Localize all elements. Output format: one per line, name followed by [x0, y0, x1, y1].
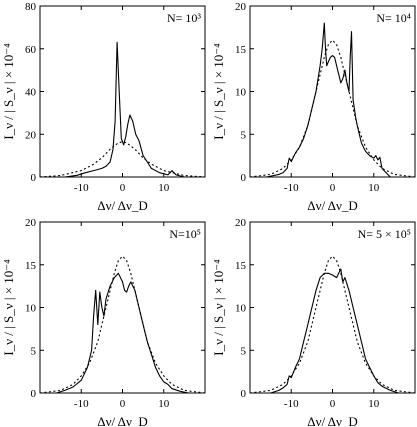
chart-panel-3: -10 0 10 0 5 10 15 20 N=10⁵ Δν/ Δν_D I_ν / | S_ν |…	[1, 217, 206, 427]
x-tick-label: 10	[158, 398, 170, 410]
plot-frame	[39, 5, 206, 178]
x-tick-label: -10	[74, 398, 89, 410]
y-tick-label: 20	[25, 217, 37, 229]
y-tick-label: 20	[25, 129, 37, 141]
y-tick-label: 0	[31, 172, 37, 184]
plot-frame	[249, 5, 416, 178]
x-tick-label: 0	[120, 182, 126, 194]
y-tick-label: 0	[31, 388, 37, 400]
panel-annotation: N=10⁵	[169, 227, 201, 241]
x-tick-label: -10	[74, 182, 89, 194]
plot-frame	[39, 221, 206, 394]
y-tick-label: 10	[235, 87, 247, 99]
y-tick-label: 10	[235, 303, 247, 315]
y-tick-label: 60	[25, 44, 37, 56]
x-axis-label: Δν/ Δν_D	[307, 414, 358, 427]
series-dotted-line	[39, 141, 206, 178]
x-tick-label: -10	[284, 398, 299, 410]
x-tick-label: 0	[330, 182, 336, 194]
y-axis-label: I_ν / | S_ν | × 10⁻⁴	[211, 259, 226, 356]
series-dotted-line	[39, 255, 206, 394]
y-tick-label: 80	[25, 1, 37, 13]
plot-frame	[249, 221, 416, 394]
chart-panel-2: -10 0 10 0 5 10 15 20 N= 10⁴ Δν/ Δν_D I_ν / | S_ν …	[211, 1, 416, 213]
panel-annotation: N= 10³	[167, 11, 201, 25]
x-tick-label: 10	[158, 182, 170, 194]
y-tick-label: 15	[235, 44, 247, 56]
series-dotted-line	[249, 39, 416, 178]
panel-annotation: N= 5 × 10⁵	[358, 227, 411, 241]
x-tick-label: 10	[368, 398, 380, 410]
series-solid-line	[250, 22, 415, 178]
chart-panel-4: -10 0 10 0 5 10 15 20 N= 5 × 10⁵ Δν/ Δν_D I_ν / | …	[211, 217, 416, 427]
y-tick-label: 20	[235, 1, 247, 13]
y-tick-label: 5	[241, 129, 247, 141]
y-tick-label: 15	[25, 260, 37, 272]
series-solid-line	[250, 268, 415, 394]
y-tick-label: 0	[241, 388, 247, 400]
y-axis-label: I_ν / | S_ν | × 10⁻⁴	[1, 43, 16, 140]
y-axis-label: I_ν / | S_ν | × 10⁻⁴	[211, 43, 226, 140]
y-tick-label: 5	[31, 345, 37, 357]
x-tick-label: 0	[120, 398, 126, 410]
chart-panel-1: -10 0 10 0 20 40 60 80 N= 10³ Δν/ Δν_D I_ν / | S_ν…	[1, 1, 206, 213]
y-tick-label: 0	[241, 172, 247, 184]
y-tick-label: 20	[235, 217, 247, 229]
x-tick-label: 0	[330, 398, 336, 410]
panel-annotation: N= 10⁴	[376, 11, 411, 25]
series-dotted-line	[249, 255, 416, 394]
x-axis-label: Δν/ Δν_D	[97, 198, 148, 213]
y-tick-label: 5	[241, 345, 247, 357]
series-solid-line	[40, 272, 205, 394]
x-tick-label: 10	[368, 182, 380, 194]
x-axis-label: Δν/ Δν_D	[97, 414, 148, 427]
x-axis-label: Δν/ Δν_D	[307, 198, 358, 213]
y-axis-label: I_ν / | S_ν | × 10⁻⁴	[1, 259, 16, 356]
y-tick-label: 15	[235, 260, 247, 272]
x-tick-label: -10	[284, 182, 299, 194]
y-tick-label: 40	[25, 87, 37, 99]
y-tick-label: 10	[25, 303, 37, 315]
series-solid-line	[40, 41, 205, 178]
